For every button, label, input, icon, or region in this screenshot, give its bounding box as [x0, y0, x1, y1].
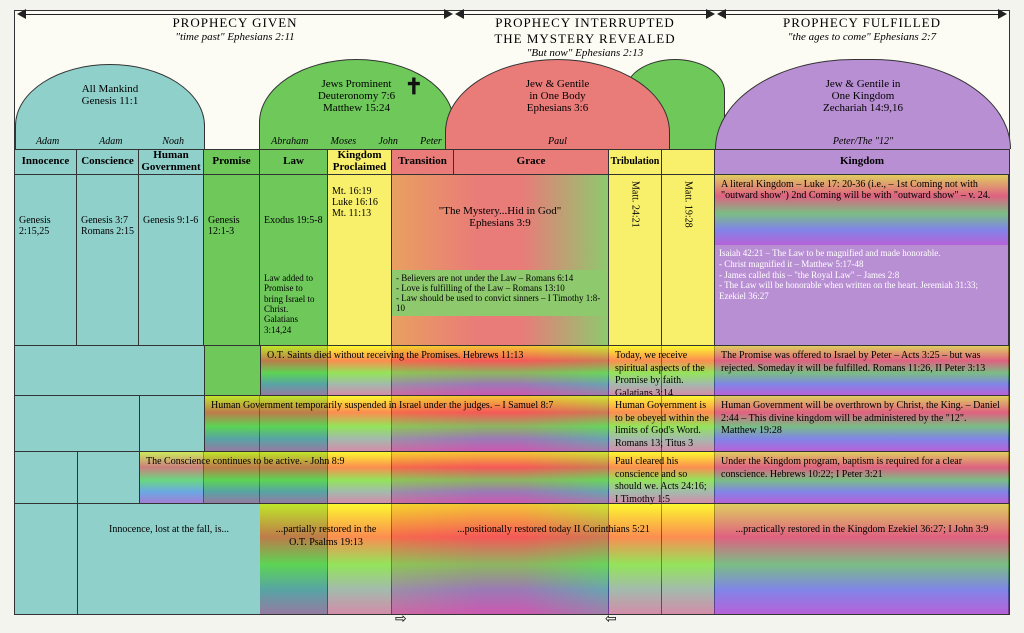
main-grid: Genesis 2:15,25 Genesis 3:7 Romans 2:15 …	[15, 175, 1009, 614]
name-adam2: Adam	[99, 136, 122, 147]
disp-kingdom: Kingdom	[715, 150, 1009, 174]
arch2-l3: Matthew 15:24	[260, 102, 453, 114]
arch5-names: Peter/The "12"	[716, 136, 1010, 147]
casc3-a: Innocence, lost at the fall, is...	[77, 504, 260, 614]
arch-mankind: All Mankind Genesis 11:1 Adam Adam Noah	[15, 64, 205, 149]
name-moses: Moses	[331, 136, 357, 147]
disp-transition: Transition	[392, 150, 454, 174]
casc1-b: Human Government is to be obeyed within …	[609, 396, 715, 451]
cascade-gov: Human Government temporarily suspended i…	[15, 395, 1009, 451]
disp-tribulation: Tribulation	[609, 150, 662, 174]
hdr-left-sub: "time past" Ephesians 2:11	[15, 31, 455, 43]
casc0-a: O.T. Saints died without receiving the P…	[260, 346, 609, 395]
disp-humangov: Human Government	[139, 150, 204, 174]
arch-jews: Jews Prominent Deuteronomy 7:6 Matthew 1…	[259, 59, 454, 149]
arch5-l3: Zechariah 14:9,16	[716, 102, 1010, 114]
trib-ref-1: Matt. 24:21	[630, 181, 641, 228]
disp-conscience: Conscience	[77, 150, 139, 174]
name-paul: Paul	[548, 136, 567, 147]
hdr-mid-sub: "But now" Ephesians 2:13	[455, 47, 715, 59]
grace-law: - Believers are not under the Law – Roma…	[392, 270, 608, 316]
ref-conscience: Genesis 3:7 Romans 2:15	[81, 215, 138, 237]
cross-icon: ✝	[405, 74, 423, 100]
disp-kingdomproc: Kingdom Proclaimed	[328, 150, 392, 174]
disp-blank	[662, 150, 715, 174]
casc2-b: Paul cleared his conscience and so shoul…	[609, 452, 715, 503]
casc0-b: Today, we receive spiritual aspects of t…	[609, 346, 715, 395]
arch2-l2: Deuteronomy 7:6	[260, 90, 453, 102]
arch1-l1: All Mankind	[16, 83, 204, 95]
top-headers: PROPHECY GIVEN "time past" Ephesians 2:1…	[15, 11, 1009, 59]
ref-humangov: Genesis 9:1-6	[143, 215, 198, 226]
cascade-innocence: Innocence, lost at the fall, is... ...pa…	[15, 503, 1009, 614]
dispensational-chart: PROPHECY GIVEN "time past" Ephesians 2:1…	[14, 10, 1010, 615]
hdr-right-sub: "the ages to come" Ephesians 2:7	[715, 31, 1009, 43]
arch-kingdom: Jew & Gentile in One Kingdom Zechariah 1…	[715, 59, 1011, 149]
law-added: Law added to Promise to bring Israel to …	[260, 270, 327, 338]
name-noah: Noah	[162, 136, 184, 147]
name-peter12: Peter/The "12"	[833, 136, 893, 147]
arch3-l2: in One Body	[446, 90, 669, 102]
ref-law: Exodus 19:5-8	[264, 215, 323, 226]
cascade-promise: O.T. Saints died without receiving the P…	[15, 345, 1009, 395]
arch5-l2: One Kingdom	[716, 90, 1010, 102]
name-adam1: Adam	[36, 136, 59, 147]
kingdom-top: A literal Kingdom – Luke 17: 20-36 (i.e.…	[715, 175, 1008, 245]
disp-law: Law	[260, 150, 328, 174]
mystery-l1: "The Mystery...Hid in God"	[392, 205, 608, 217]
casc1-a: Human Government temporarily suspended i…	[204, 396, 609, 451]
name-john: John	[378, 136, 397, 147]
hdr-mid-title1: PROPHECY INTERRUPTED	[455, 15, 715, 31]
arch1-l2: Genesis 11:1	[16, 95, 204, 107]
ref-innocence: Genesis 2:15,25	[19, 215, 76, 237]
arch3-names: Paul	[446, 136, 669, 147]
bottom-arrow-left-icon: ⇦	[605, 611, 617, 628]
casc3-c: ...positionally restored today II Corint…	[392, 504, 715, 614]
cascade-conscience: The Conscience continues to be active. -…	[15, 451, 1009, 503]
arch3-l1: Jew & Gentile	[446, 78, 669, 90]
mystery: "The Mystery...Hid in God" Ephesians 3:9	[392, 205, 608, 229]
mystery-l2: Ephesians 3:9	[392, 217, 608, 229]
arch1-names: Adam Adam Noah	[16, 136, 204, 147]
hdr-mid-title2: THE MYSTERY REVEALED	[455, 31, 715, 47]
casc3-b: ...partially restored in the O.T. Psalms…	[260, 504, 392, 614]
hdr-left-title: PROPHECY GIVEN	[15, 15, 455, 31]
trib-ref-2: Matt. 19:28	[683, 181, 694, 228]
hdr-right-title: PROPHECY FULFILLED	[715, 15, 1009, 31]
arch3-l3: Ephesians 3:6	[446, 102, 669, 114]
disp-innocence: Innocence	[15, 150, 77, 174]
casc2-a: The Conscience continues to be active. -…	[139, 452, 609, 503]
dispensation-row: Innocence Conscience Human Government Pr…	[15, 149, 1009, 175]
casc0-c: The Promise was offered to Israel by Pet…	[715, 346, 1009, 395]
hdr-prophecy-interrupted: PROPHECY INTERRUPTED THE MYSTERY REVEALE…	[455, 11, 715, 59]
kingdom-law: Isaiah 42:21 – The Law to be magnified a…	[715, 245, 1008, 305]
casc3-d: ...practically restored in the Kingdom E…	[715, 504, 1009, 614]
name-peter: Peter	[420, 136, 442, 147]
bottom-arrow-right-icon: ⇨	[395, 611, 407, 628]
disp-promise: Promise	[204, 150, 260, 174]
casc1-c: Human Government will be overthrown by C…	[715, 396, 1009, 451]
hdr-prophecy-fulfilled: PROPHECY FULFILLED "the ages to come" Ep…	[715, 11, 1009, 59]
arch2-l1: Jews Prominent	[260, 78, 453, 90]
casc2-c: Under the Kingdom program, baptism is re…	[715, 452, 1009, 503]
arch2-names: Abraham Moses John Peter	[260, 136, 453, 147]
kproc-refs: Mt. 16:19 Luke 16:16 Mt. 11:13	[328, 183, 382, 222]
arch5-l1: Jew & Gentile in	[716, 78, 1010, 90]
disp-grace: Grace	[454, 150, 609, 174]
ref-promise: Genesis 12:1-3	[208, 215, 259, 237]
hdr-prophecy-given: PROPHECY GIVEN "time past" Ephesians 2:1…	[15, 11, 455, 59]
name-abraham: Abraham	[271, 136, 308, 147]
arch-row: All Mankind Genesis 11:1 Adam Adam Noah …	[15, 59, 1009, 149]
